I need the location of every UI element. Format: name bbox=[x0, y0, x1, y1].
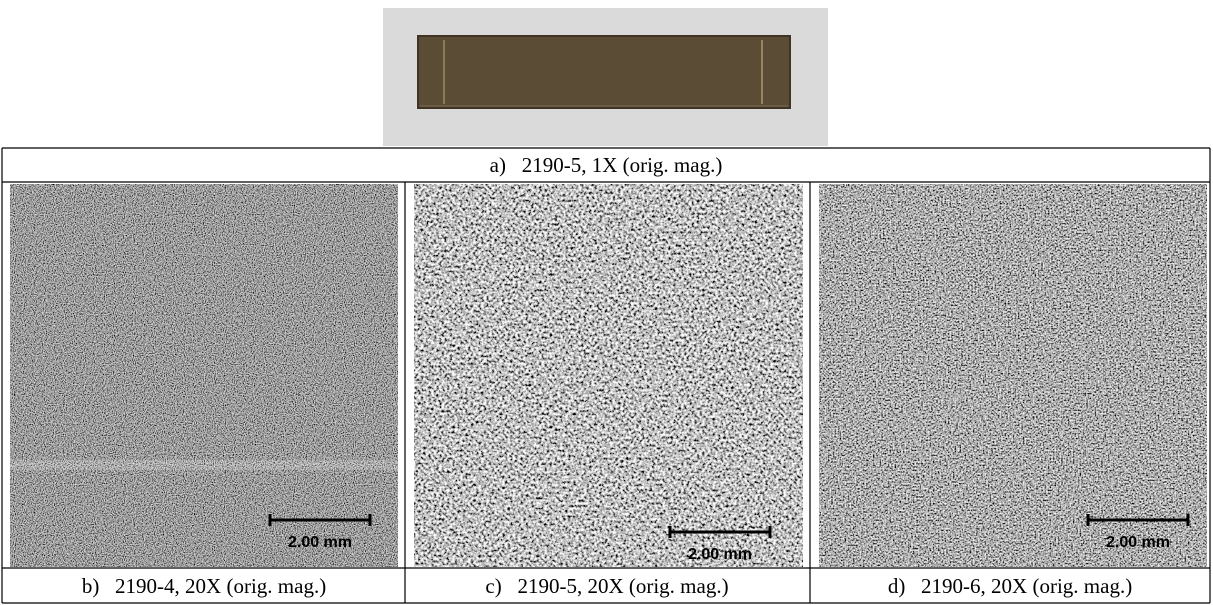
caption: a) 2190-5, 1X (orig. mag.) bbox=[490, 153, 723, 177]
caption: d) 2190-6, 20X (orig. mag.) bbox=[888, 574, 1132, 598]
scale-label: 2.00 mm bbox=[688, 546, 752, 563]
scale-label: 2.00 mm bbox=[1106, 534, 1170, 551]
scale-label: 2.00 mm bbox=[288, 534, 352, 551]
table-rules bbox=[1, 147, 1211, 604]
micrograph-band bbox=[10, 460, 398, 470]
caption: c) 2190-5, 20X (orig. mag.) bbox=[485, 574, 728, 598]
caption: b) 2190-4, 20X (orig. mag.) bbox=[82, 574, 326, 598]
specimen-photo bbox=[383, 8, 828, 146]
micrograph bbox=[819, 184, 1207, 567]
micrograph bbox=[10, 184, 398, 567]
scale-bar bbox=[268, 514, 1190, 538]
micrograph bbox=[414, 184, 803, 567]
